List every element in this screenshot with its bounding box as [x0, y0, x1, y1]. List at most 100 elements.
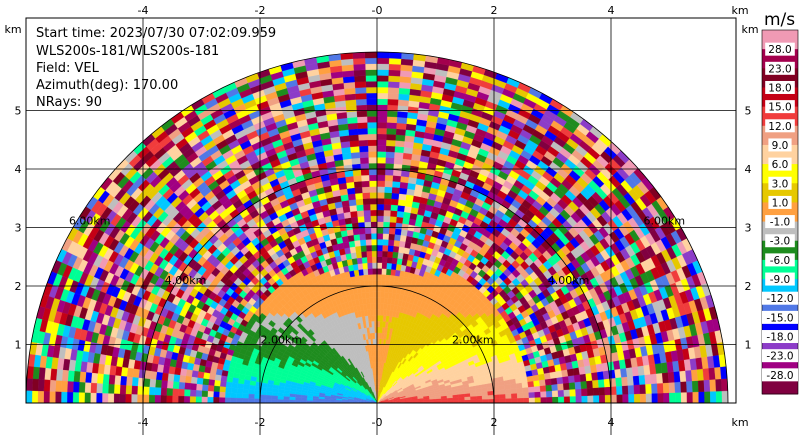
- velocity-cell: [373, 320, 378, 328]
- velocity-cell: [354, 87, 367, 94]
- velocity-cell: [522, 386, 529, 393]
- velocity-cell: [692, 391, 699, 403]
- velocity-cell: [599, 394, 606, 403]
- velocity-cell: [394, 140, 405, 148]
- velocity-cell: [354, 239, 361, 247]
- velocity-cell: [368, 174, 378, 181]
- velocity-cell: [383, 204, 392, 211]
- velocity-cell: [392, 169, 402, 177]
- velocity-cell: [651, 393, 658, 403]
- velocity-cell: [383, 192, 392, 199]
- velocity-cell: [702, 367, 710, 381]
- velocity-cell: [346, 111, 358, 119]
- velocity-cell: [628, 393, 635, 403]
- velocity-cell: [356, 204, 364, 212]
- velocity-cell: [374, 326, 378, 333]
- velocity-cell: [376, 139, 387, 146]
- velocity-cell: [372, 268, 378, 275]
- velocity-cell: [352, 57, 366, 65]
- velocity-cell: [392, 251, 399, 259]
- velocity-cell: [359, 151, 369, 159]
- velocity-cell: [396, 116, 408, 124]
- velocity-cell: [544, 378, 552, 386]
- velocity-cell: [365, 69, 378, 76]
- velocity-cell: [367, 127, 378, 135]
- velocity-cell: [476, 395, 483, 400]
- velocity-cell: [487, 390, 494, 396]
- velocity-cell: [362, 268, 369, 276]
- velocity-cell: [396, 122, 407, 130]
- velocity-cell: [376, 75, 389, 82]
- velocity-cell: [376, 285, 382, 293]
- velocity-cell: [371, 262, 378, 269]
- velocity-cell: [533, 385, 541, 393]
- velocity-cell: [376, 233, 384, 240]
- velocity-cell: [644, 374, 652, 385]
- velocity-cell: [511, 393, 518, 399]
- velocity-cell: [373, 303, 378, 310]
- velocity-cell: [680, 381, 688, 393]
- velocity-cell: [540, 391, 547, 398]
- velocity-cell: [627, 384, 635, 395]
- velocity-cell: [470, 399, 477, 403]
- velocity-cell: [388, 233, 395, 241]
- velocity-cell: [367, 145, 378, 152]
- velocity-cell: [360, 168, 370, 176]
- velocity-cell: [398, 81, 411, 89]
- velocity-cell: [371, 244, 378, 252]
- velocity-cell: [376, 227, 384, 234]
- velocity-cell: [549, 371, 557, 379]
- velocity-cell: [376, 162, 386, 170]
- velocity-cell: [351, 222, 359, 230]
- velocity-cell: [353, 234, 361, 241]
- velocity-cell: [345, 175, 354, 184]
- velocity-cell: [370, 233, 378, 240]
- velocity-cell: [345, 223, 353, 231]
- velocity-cell: [376, 110, 388, 117]
- velocity-cell: [539, 379, 546, 387]
- velocity-cell: [379, 315, 384, 322]
- velocity-cell: [372, 274, 378, 281]
- velocity-cell: [380, 297, 385, 304]
- velocity-cell: [390, 263, 397, 270]
- velocity-cell: [376, 186, 385, 193]
- velocity-cell: [351, 157, 361, 165]
- velocity-cell: [366, 104, 378, 111]
- velocity-cell: [534, 397, 541, 403]
- velocity-cell: [575, 388, 582, 397]
- velocity-cell: [376, 92, 388, 100]
- velocity-cell: [499, 398, 506, 403]
- velocity-cell: [376, 192, 385, 199]
- velocity-cell: [510, 388, 518, 394]
- velocity-cell: [366, 256, 373, 264]
- velocity-cell: [386, 262, 392, 270]
- velocity-cell: [386, 128, 397, 135]
- velocity-cell: [573, 374, 581, 383]
- velocity-cell: [386, 110, 398, 118]
- velocity-cell: [638, 374, 646, 385]
- velocity-cell: [597, 379, 605, 388]
- velocity-cell: [365, 239, 372, 246]
- velocity-cell: [347, 122, 358, 130]
- velocity-cell: [546, 390, 553, 398]
- velocity-cell: [376, 104, 388, 111]
- velocity-cell: [350, 151, 361, 159]
- velocity-cell: [398, 187, 408, 195]
- velocity-cell: [380, 291, 385, 299]
- velocity-cell: [367, 274, 373, 281]
- velocity-cell: [376, 174, 386, 181]
- velocity-cell: [354, 192, 363, 200]
- velocity-cell: [691, 369, 699, 382]
- velocity-cell: [667, 371, 675, 383]
- velocity-cell: [376, 244, 383, 252]
- velocity-cell: [379, 320, 383, 328]
- velocity-cell: [696, 368, 704, 381]
- velocity-cell: [385, 145, 396, 153]
- velocity-cell: [378, 338, 382, 345]
- velocity-cell: [389, 210, 398, 217]
- velocity-cell: [371, 250, 378, 257]
- velocity-cell: [354, 245, 362, 253]
- velocity-cell: [523, 397, 530, 403]
- velocity-cell: [579, 373, 587, 382]
